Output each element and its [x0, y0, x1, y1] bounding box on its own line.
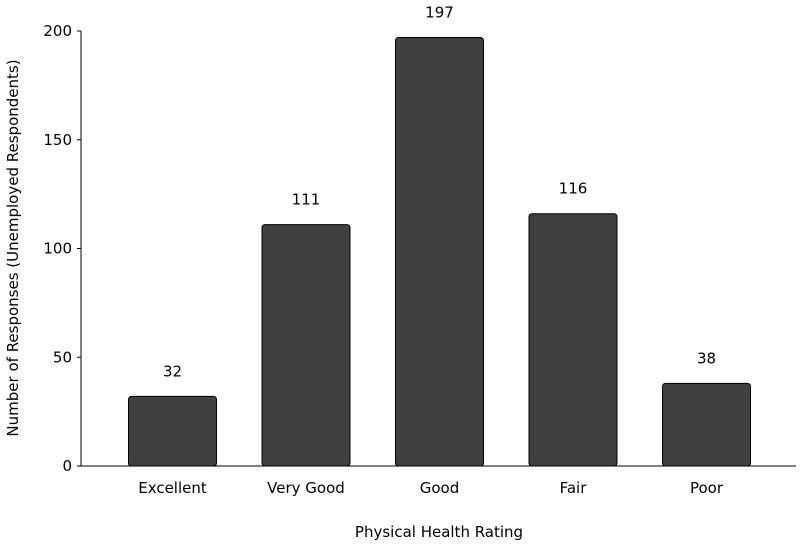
bar-good	[395, 37, 484, 467]
x-tick-label: Fair	[560, 479, 588, 497]
bar-fair	[528, 213, 618, 467]
data-label: 38	[697, 349, 716, 367]
x-axis-title: Physical Health Rating	[355, 523, 523, 541]
data-labels: 32 111 197 116 38	[163, 4, 716, 381]
y-tick-label: 50	[53, 348, 72, 366]
data-label: 197	[425, 4, 454, 22]
bars	[128, 37, 751, 467]
data-label: 32	[163, 362, 182, 380]
y-axis-title: Number of Responses (Unemployed Responde…	[4, 59, 22, 436]
bar-excellent	[128, 395, 217, 467]
x-tick-label: Very Good	[267, 479, 345, 497]
x-tick-label: Excellent	[138, 479, 207, 497]
y-tick-label: 100	[43, 240, 72, 258]
x-tick-label: Good	[420, 479, 460, 497]
x-tick-labels: Excellent Very Good Good Fair Poor	[138, 479, 724, 497]
bar-poor	[662, 382, 751, 467]
y-tick-label: 200	[43, 22, 72, 40]
y-tick-label: 150	[43, 131, 72, 149]
y-tick-label: 0	[62, 457, 72, 475]
y-tick-labels: 0 50 100 150 200	[43, 22, 81, 475]
x-tick-label: Poor	[690, 479, 724, 497]
data-label: 116	[559, 180, 588, 198]
data-label: 111	[292, 191, 321, 209]
bar-very-good	[261, 224, 351, 467]
